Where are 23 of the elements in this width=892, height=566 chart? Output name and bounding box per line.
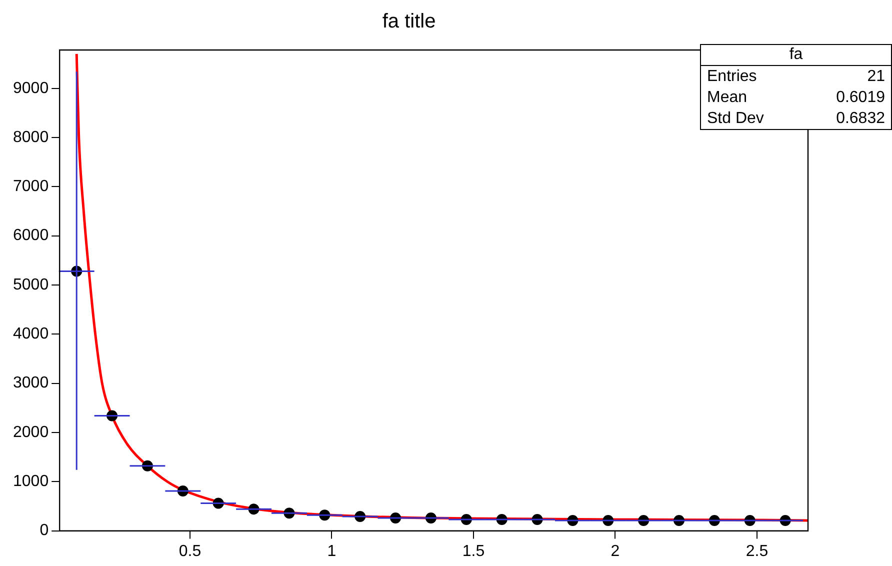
- x-tick-label: 0.5: [178, 542, 202, 560]
- y-tick-label: 7000: [13, 178, 49, 196]
- x-tick-label: 2: [610, 542, 620, 560]
- text: 0.6832: [836, 109, 885, 129]
- y-tick-label: 8000: [13, 128, 49, 146]
- y-tick-label: 1000: [13, 473, 49, 490]
- annotation: Entries: [707, 67, 757, 87]
- x-tick-label: 1.5: [462, 542, 485, 560]
- y-tick-label: 4000: [13, 326, 49, 343]
- annotation: fa: [701, 45, 891, 66]
- x-tick-label: 1: [327, 542, 336, 560]
- y-tick-label: 2000: [13, 424, 49, 441]
- text: 21: [867, 67, 885, 87]
- y-tick-label: 0: [40, 522, 49, 540]
- y-tick-label: 9000: [13, 80, 49, 97]
- chart-title: fa title: [382, 10, 436, 33]
- annotation: Mean: [707, 88, 748, 108]
- x-tick-label: 2.5: [746, 542, 768, 560]
- text: 0.6019: [836, 88, 885, 108]
- y-tick-label: 3000: [13, 374, 49, 392]
- annotation: Std Dev: [707, 109, 764, 129]
- y-tick-label: 5000: [13, 276, 49, 294]
- y-tick-label: 6000: [13, 227, 49, 244]
